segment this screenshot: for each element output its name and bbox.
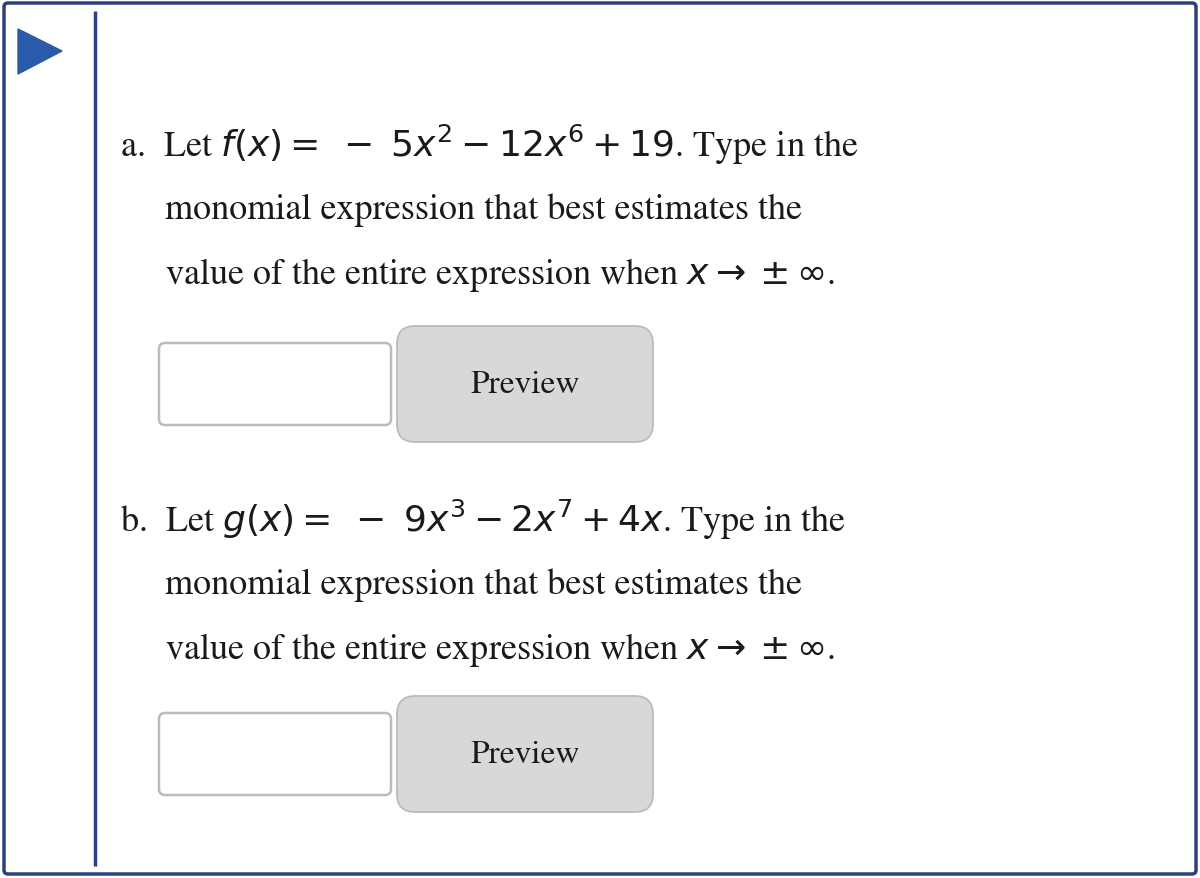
Text: value of the entire expression when $x \rightarrow \pm \infty$.: value of the entire expression when $x \… [166, 630, 835, 668]
FancyBboxPatch shape [158, 713, 391, 795]
Text: a.  Let $f(x) = \;-\;5x^2 - 12x^6 + 19$. Type in the: a. Let $f(x) = \;-\;5x^2 - 12x^6 + 19$. … [120, 123, 858, 167]
Polygon shape [18, 30, 62, 75]
Text: value of the entire expression when $x \rightarrow \pm \infty$.: value of the entire expression when $x \… [166, 255, 835, 293]
Text: Preview: Preview [470, 370, 580, 399]
FancyBboxPatch shape [397, 327, 653, 443]
Text: Preview: Preview [470, 739, 580, 769]
FancyBboxPatch shape [158, 343, 391, 426]
FancyBboxPatch shape [397, 696, 653, 812]
Text: b.  Let $g(x) = \;-\;9x^3 - 2x^7 + 4x$. Type in the: b. Let $g(x) = \;-\;9x^3 - 2x^7 + 4x$. T… [120, 497, 846, 542]
Text: monomial expression that best estimates the: monomial expression that best estimates … [166, 567, 802, 601]
Text: monomial expression that best estimates the: monomial expression that best estimates … [166, 193, 802, 227]
FancyBboxPatch shape [4, 4, 1196, 874]
